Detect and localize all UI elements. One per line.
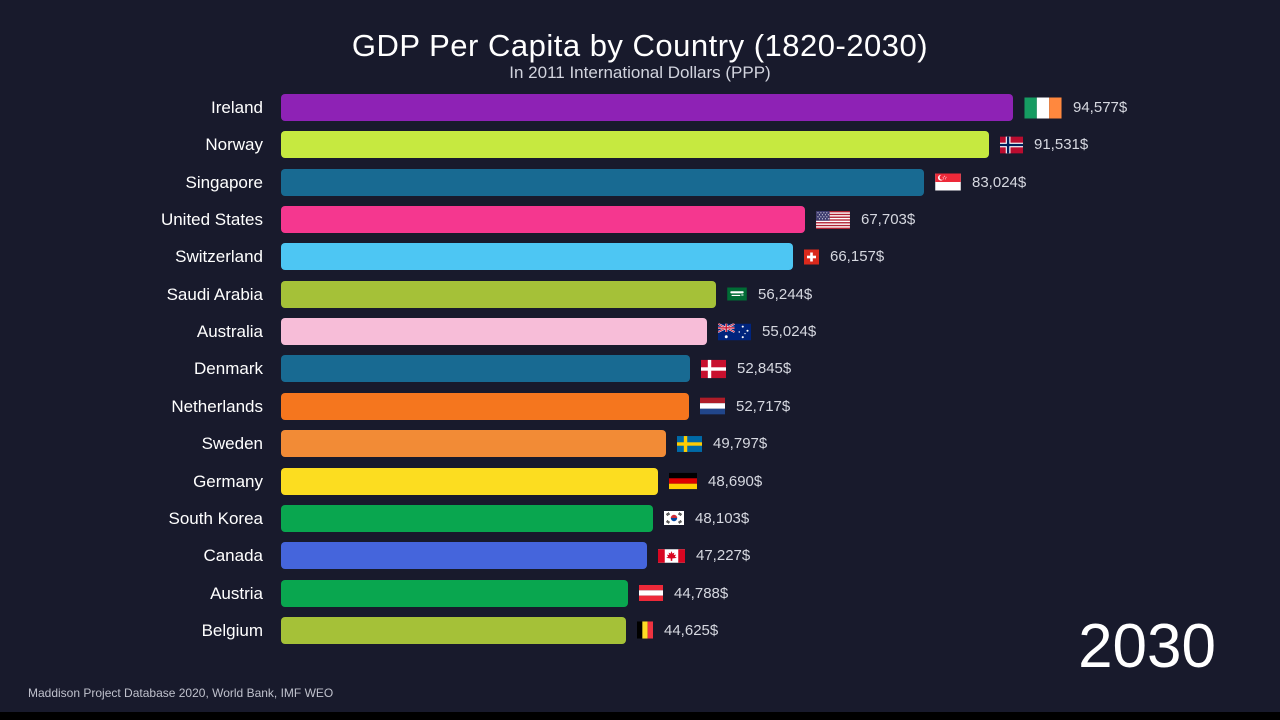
germany-flag-icon xyxy=(669,472,697,490)
value-label: 44,625$ xyxy=(664,621,719,639)
value-label: 49,797$ xyxy=(713,435,768,453)
value-bar xyxy=(281,467,658,495)
letterbox-bar xyxy=(0,712,1280,720)
value-bar xyxy=(281,616,626,644)
value-label: 66,157$ xyxy=(830,248,885,266)
denmark-flag-icon xyxy=(701,359,726,379)
value-label: 52,717$ xyxy=(736,397,791,415)
source-citation: Maddison Project Database 2020, World Ba… xyxy=(28,686,334,700)
australia-flag-icon xyxy=(718,323,751,340)
chart-row: South Korea 48,103$ xyxy=(0,504,1280,532)
country-label: Ireland xyxy=(211,98,263,117)
value-label: 48,690$ xyxy=(708,472,763,490)
norway-flag-icon xyxy=(1000,136,1023,154)
value-bar xyxy=(281,280,716,308)
chart-row: Denmark 52,845$ xyxy=(0,355,1280,383)
country-label: Singapore xyxy=(185,172,263,192)
value-bar xyxy=(281,355,690,383)
year-indicator: 2030 xyxy=(1078,612,1216,681)
value-bar xyxy=(281,168,924,196)
chart-row: Saudi Arabia 56,244$ xyxy=(0,280,1280,308)
value-label: 44,788$ xyxy=(674,584,729,602)
country-label: Austria xyxy=(210,583,263,603)
sweden-flag-icon xyxy=(677,435,702,452)
value-bar xyxy=(281,94,1013,121)
value-label: 83,024$ xyxy=(972,173,1027,191)
chart-row: Singapore 83,024$ xyxy=(0,168,1280,196)
value-label: 48,103$ xyxy=(695,509,750,527)
country-label: Norway xyxy=(205,135,263,155)
switzerland-flag-icon xyxy=(804,249,819,265)
saudi-arabia-flag-icon xyxy=(727,287,747,301)
chart-row: United States 67,703$ xyxy=(0,206,1280,234)
country-label: Switzerland xyxy=(175,247,263,267)
country-label: Saudi Arabia xyxy=(166,284,263,304)
chart-row: Norway 91,531$ xyxy=(0,131,1280,159)
value-bar xyxy=(281,318,707,346)
country-label: South Korea xyxy=(168,508,263,528)
austria-flag-icon xyxy=(639,585,663,602)
country-label: Canada xyxy=(203,546,263,566)
value-label: 47,227$ xyxy=(696,547,751,565)
value-label: 67,703$ xyxy=(861,211,916,229)
value-bar xyxy=(281,430,666,458)
bar-chart: Ireland 94,577$ Norway 91,531$ Singapore 83,0… xyxy=(0,94,1280,654)
value-bar xyxy=(281,131,989,159)
netherlands-flag-icon xyxy=(700,397,725,415)
chart-row: Austria 44,788$ xyxy=(0,579,1280,607)
country-label: Belgium xyxy=(201,620,263,640)
singapore-flag-icon xyxy=(935,173,961,191)
chart-title: GDP Per Capita by Country (1820-2030) xyxy=(351,28,929,63)
country-label: Australia xyxy=(196,322,263,342)
canada-flag-icon xyxy=(658,547,685,565)
ireland-flag-icon xyxy=(1024,97,1062,118)
country-label: Sweden xyxy=(201,434,263,454)
value-label: 56,244$ xyxy=(758,285,813,303)
chart-row: Australia 55,024$ xyxy=(0,318,1280,346)
south-korea-flag-icon xyxy=(664,511,684,526)
value-bar xyxy=(281,206,805,234)
chart-row: Ireland 94,577$ xyxy=(0,94,1280,121)
united-states-flag-icon xyxy=(816,210,850,229)
country-label: Denmark xyxy=(194,359,263,379)
country-label: Netherlands xyxy=(171,396,263,416)
chart-row: Germany 48,690$ xyxy=(0,467,1280,495)
belgium-flag-icon xyxy=(637,621,653,639)
value-label: 52,845$ xyxy=(737,360,792,378)
country-label: United States xyxy=(160,210,263,230)
chart-subtitle: In 2011 International Dollars (PPP) xyxy=(509,63,771,82)
value-bar xyxy=(281,579,628,607)
value-bar xyxy=(281,504,653,532)
value-label: 55,024$ xyxy=(762,323,817,341)
chart-row: Switzerland 66,157$ xyxy=(0,243,1280,271)
value-label: 94,577$ xyxy=(1073,99,1128,116)
country-label: Germany xyxy=(193,471,263,491)
value-bar xyxy=(281,542,647,570)
chart-row: Belgium 44,625$ xyxy=(0,616,1280,644)
chart-row: Netherlands 52,717$ xyxy=(0,392,1280,420)
chart-row: Canada 47,227$ xyxy=(0,542,1280,570)
value-bar xyxy=(281,392,689,420)
value-bar xyxy=(281,243,793,271)
value-label: 91,531$ xyxy=(1034,136,1089,154)
chart-row: Sweden 49,797$ xyxy=(0,430,1280,458)
